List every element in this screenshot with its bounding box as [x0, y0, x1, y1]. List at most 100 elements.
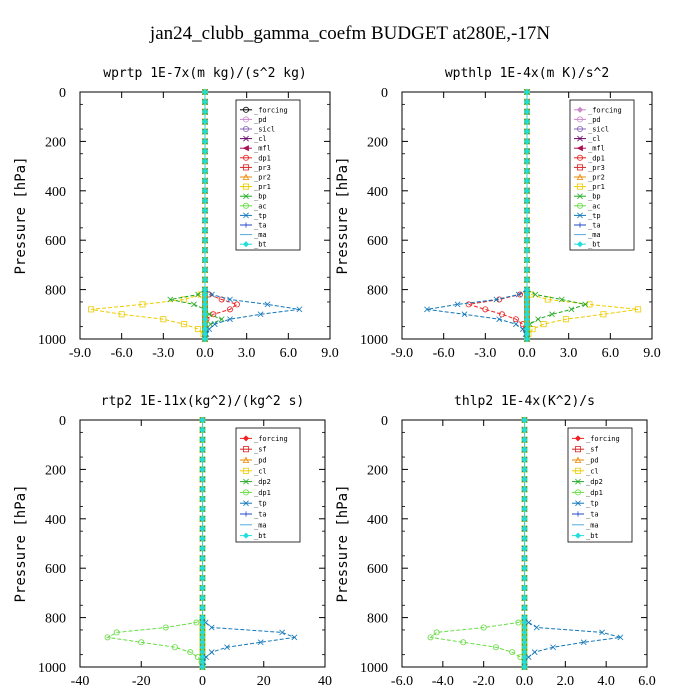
data-point-bt	[199, 416, 206, 424]
legend-marker	[242, 489, 249, 496]
y-tick-label: 200	[45, 135, 66, 150]
data-point-tp	[496, 316, 503, 323]
data-point-dp1	[226, 306, 233, 313]
data-point-bt	[201, 168, 209, 175]
data-point-bt	[201, 108, 209, 115]
legend-entry: _dp2	[254, 478, 271, 486]
data-point-bt	[521, 575, 528, 582]
y-axis-label: Pressure [hPa]	[335, 484, 351, 602]
data-point-bt	[523, 335, 531, 343]
data-point-dp1	[480, 624, 487, 631]
y-tick-label: 600	[45, 234, 66, 249]
data-point-bt	[201, 256, 209, 263]
data-point-tp	[279, 629, 286, 636]
data-point-bt	[523, 276, 531, 283]
legend-entry: _cl	[588, 135, 601, 143]
data-point-pr1	[118, 311, 125, 318]
data-point-dp1	[509, 649, 516, 656]
data-point-dp1	[171, 644, 178, 651]
x-tick-label: 3.0	[238, 346, 256, 361]
legend: _forcing _sf _pd _cl _dp2 _dp1 _tp _ta _ma _bt	[567, 427, 633, 543]
data-point-bt	[199, 436, 206, 443]
series-group	[424, 88, 642, 343]
legend-entry: _forcing	[586, 435, 620, 443]
legend-marker	[243, 222, 249, 228]
data-point-bt	[201, 227, 209, 234]
legend-marker	[242, 173, 250, 180]
y-tick-label: 400	[367, 513, 388, 528]
legend-entry: _pr1	[254, 183, 271, 191]
x-tick-label: 0.0	[196, 346, 214, 361]
series-group	[104, 416, 298, 671]
data-point-bt	[199, 535, 206, 542]
legend-marker	[577, 183, 584, 190]
legend-entry: _ta	[254, 222, 267, 230]
legend-entry: _pd	[586, 457, 599, 465]
data-point-bt	[523, 217, 531, 224]
legend-marker	[243, 135, 249, 142]
legend-marker	[242, 435, 250, 442]
data-point-pr1	[562, 316, 569, 323]
legend-entry: _cl	[254, 467, 267, 475]
x-tick-label: 4.0	[597, 674, 615, 689]
data-point-bt	[523, 128, 531, 135]
x-tick-label: 6.0	[280, 346, 298, 361]
data-point-bt	[201, 266, 209, 273]
data-point-pr1	[160, 316, 167, 323]
data-point-bt	[521, 466, 528, 473]
data-point-bt	[199, 515, 206, 522]
data-point-bt	[521, 446, 528, 453]
panel-wprtp: wprtp 1E-7x(m kg)/(s^2 kg) Pressure [hPa]…	[13, 66, 339, 361]
y-tick-label: 800	[367, 284, 388, 299]
data-point-tp	[550, 644, 556, 651]
legend-marker	[242, 154, 249, 161]
x-tick-label: 6.0	[602, 346, 620, 361]
legend-entry: _tp	[254, 212, 267, 220]
data-point-bt	[521, 496, 528, 503]
legend-entry: _ma	[254, 231, 267, 239]
legend-entry: _ac	[588, 202, 601, 210]
data-point-bt	[199, 594, 206, 601]
data-point-bp	[195, 291, 201, 298]
data-point-tp	[493, 296, 500, 303]
legend-marker	[577, 212, 583, 219]
legend: _forcing _pd _sicl_cl _mfl_dp1 _pr3 _pr2_pr1 _…	[235, 99, 301, 251]
legend-marker	[242, 116, 249, 123]
legend-entry: _mfl	[254, 145, 271, 153]
legend-marker	[574, 435, 582, 442]
data-point-dp1	[162, 624, 169, 631]
y-tick-label: 200	[367, 463, 388, 478]
data-point-bt	[199, 456, 206, 463]
data-point-bt	[201, 217, 209, 224]
data-point-bt	[199, 476, 206, 483]
data-point-bt	[199, 575, 206, 582]
x-tick-label: -9.0	[69, 346, 91, 361]
data-point-bt	[201, 158, 209, 165]
legend-marker	[242, 202, 249, 209]
data-point-tp	[264, 301, 271, 308]
data-point-tp	[209, 291, 215, 298]
legend-entry: _bt	[586, 532, 599, 540]
x-tick-label: -6.0	[433, 346, 455, 361]
legend-entry: _bt	[254, 241, 267, 249]
data-point-bt	[201, 148, 209, 155]
data-point-bt	[201, 128, 209, 135]
data-point-pr1	[181, 321, 188, 328]
legend-entry: _ma	[254, 521, 267, 529]
data-point-bt	[523, 148, 531, 155]
legend-entry: _sicl	[588, 126, 609, 134]
data-point-dp1	[138, 639, 145, 646]
y-tick-label: 1000	[38, 333, 66, 348]
data-point-tp	[211, 321, 218, 328]
data-point-pr1	[88, 306, 95, 313]
x-tick-label: 6.0	[638, 674, 656, 689]
series-line-pr1	[91, 92, 206, 340]
y-tick-label: 200	[45, 463, 66, 478]
legend-marker	[577, 126, 584, 133]
data-point-bt	[199, 466, 206, 473]
data-point-dp1	[515, 619, 522, 626]
panel-thlp2: thlp2 1E-4x(K^2)/s Pressure [hPa] 0 200 400 6…	[335, 394, 656, 689]
legend-marker	[577, 116, 584, 123]
y-tick-label: 400	[45, 185, 66, 200]
